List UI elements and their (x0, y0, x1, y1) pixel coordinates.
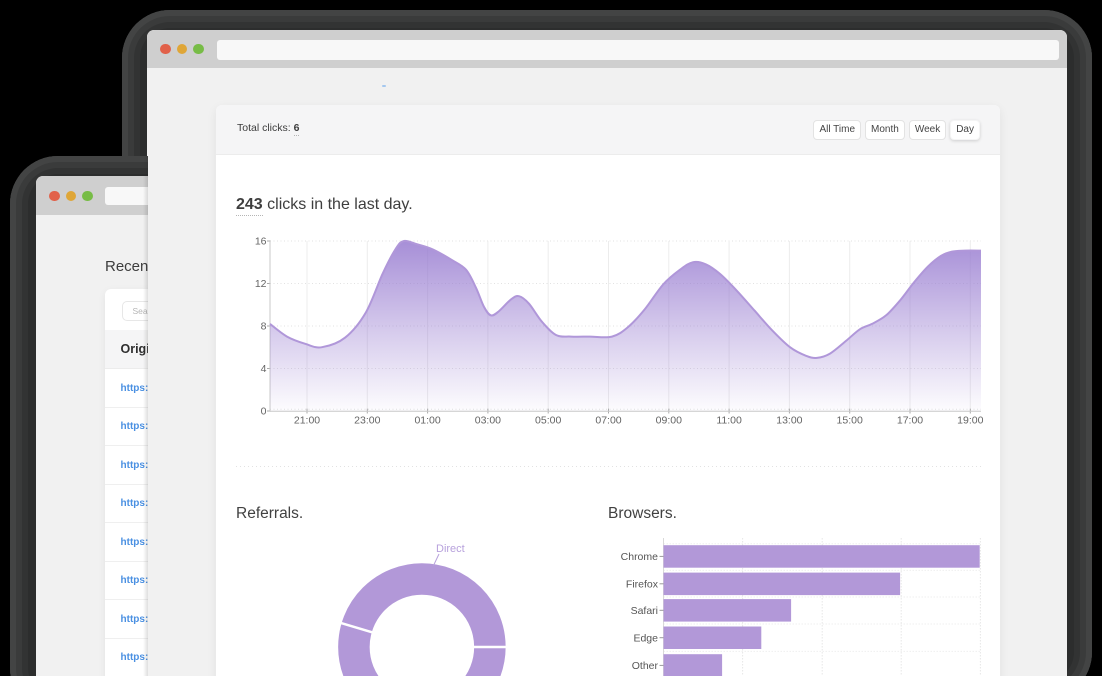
svg-text:17:00: 17:00 (897, 414, 923, 426)
svg-text:05:00: 05:00 (535, 414, 561, 426)
svg-text:Other: Other (632, 660, 659, 672)
svg-text:0: 0 (261, 406, 267, 418)
svg-text:11:00: 11:00 (716, 414, 742, 426)
svg-text:Chrome: Chrome (621, 551, 659, 563)
svg-text:23:00: 23:00 (354, 414, 380, 426)
svg-text:21:00: 21:00 (294, 414, 320, 426)
svg-text:12: 12 (255, 278, 267, 290)
svg-text:01:00: 01:00 (414, 414, 440, 426)
svg-text:Direct: Direct (436, 543, 465, 555)
svg-text:15:00: 15:00 (837, 414, 863, 426)
svg-text:03:00: 03:00 (475, 414, 501, 426)
svg-text:4: 4 (261, 363, 267, 375)
svg-text:19:00: 19:00 (957, 414, 983, 426)
svg-text:Safari: Safari (631, 605, 658, 617)
svg-text:13:00: 13:00 (776, 414, 802, 426)
svg-text:Edge: Edge (633, 633, 658, 645)
svg-text:07:00: 07:00 (595, 414, 621, 426)
svg-text:Firefox: Firefox (626, 579, 659, 591)
svg-text:09:00: 09:00 (656, 414, 682, 426)
svg-text:16: 16 (255, 236, 267, 248)
svg-text:8: 8 (261, 321, 267, 333)
